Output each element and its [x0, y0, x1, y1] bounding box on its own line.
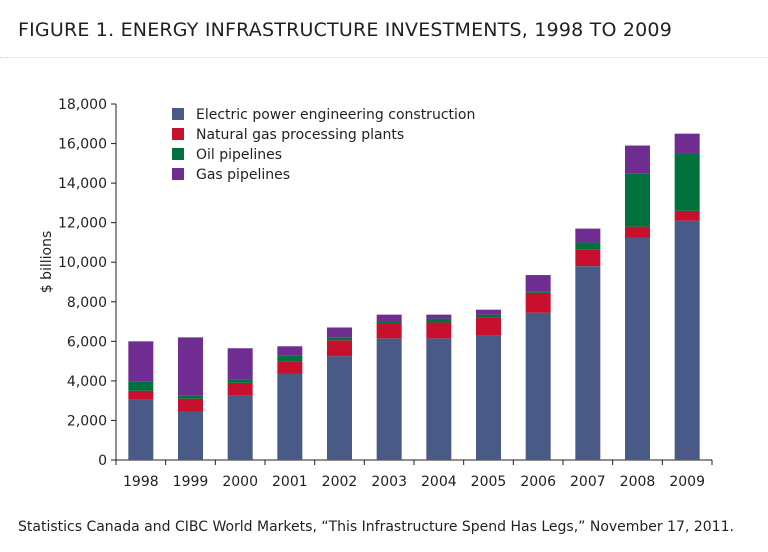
bar-segment: [625, 173, 650, 227]
x-tick-label: 2000: [222, 474, 258, 490]
source-note: Statistics Canada and CIBC World Markets…: [18, 519, 734, 535]
x-tick-label: 2002: [322, 474, 358, 490]
bar-segment: [476, 309, 501, 315]
bar-segment: [525, 291, 551, 293]
legend-label: Electric power engineering construction: [196, 107, 475, 123]
x-tick-label: 1998: [123, 474, 159, 490]
bar-segment: [327, 327, 352, 338]
bar-segment: [178, 395, 203, 399]
bar-segment: [674, 133, 700, 154]
y-tick-label: 12,000: [58, 216, 107, 232]
bar-segment: [525, 312, 551, 460]
legend-swatch: [172, 168, 184, 180]
bar-segment: [625, 145, 650, 174]
legend-label: Gas pipelines: [196, 167, 290, 183]
bar-segment: [674, 210, 700, 221]
bar-segment: [277, 355, 303, 362]
y-tick-label: 10,000: [58, 255, 107, 271]
legend-label: Natural gas processing plants: [196, 127, 404, 143]
bar-segment: [674, 220, 700, 460]
bar-segment: [128, 341, 154, 382]
bar-segment: [277, 346, 303, 356]
x-tick-label: 2003: [371, 474, 407, 490]
y-tick-label: 14,000: [58, 176, 107, 192]
bar-segment: [376, 321, 402, 324]
bar-segment: [227, 379, 253, 383]
bar-segment: [426, 322, 452, 339]
bar-segment: [575, 228, 601, 243]
bar-segment: [476, 335, 501, 460]
y-tick-label: 2,000: [67, 413, 107, 429]
x-tick-label: 2009: [669, 474, 705, 490]
legend-label: Oil pipelines: [196, 147, 282, 163]
bar-segment: [376, 323, 402, 339]
bar-segment: [327, 356, 352, 460]
bar-segment: [227, 382, 253, 396]
bar-segment: [625, 226, 650, 238]
y-axis-label: $ billions: [39, 231, 55, 294]
bar-segment: [426, 314, 452, 319]
bar-segment: [128, 399, 154, 460]
bar-segment: [327, 340, 352, 357]
x-tick-label: 2006: [520, 474, 556, 490]
x-tick-label: 2004: [421, 474, 457, 490]
legend-swatch: [172, 108, 184, 120]
bar-segment: [277, 361, 303, 374]
legend-swatch: [172, 148, 184, 160]
legend-swatch: [172, 128, 184, 140]
bar-segment: [426, 318, 452, 323]
bar-segment: [277, 373, 303, 460]
bar-segment: [178, 398, 203, 412]
bar-segment: [128, 381, 154, 391]
figure-title: FIGURE 1. ENERGY INFRASTRUCTURE INVESTME…: [18, 19, 672, 41]
bar-segment: [674, 153, 700, 211]
y-tick-label: 8,000: [67, 295, 107, 311]
bar-segment: [476, 314, 501, 318]
bar-segment: [227, 348, 253, 380]
x-tick-label: 2005: [471, 474, 507, 490]
bar-segment: [227, 395, 253, 460]
bar-segment: [376, 338, 402, 460]
bar-segment: [178, 337, 203, 396]
x-tick-label: 2001: [272, 474, 308, 490]
bar-segment: [575, 266, 601, 460]
x-tick-label: 2007: [570, 474, 606, 490]
bar-segment: [525, 275, 551, 292]
bar-segment: [575, 242, 601, 250]
bar-segment: [476, 317, 501, 336]
bar-segment: [575, 249, 601, 267]
bar-segment: [426, 338, 452, 460]
y-tick-label: 6,000: [67, 334, 107, 350]
y-tick-label: 0: [98, 453, 107, 469]
y-tick-label: 16,000: [58, 137, 107, 153]
y-tick-label: 4,000: [67, 374, 107, 390]
y-tick-label: 18,000: [58, 97, 107, 113]
title-divider: [0, 57, 768, 58]
bar-segment: [376, 314, 402, 322]
bar-segment: [625, 237, 650, 460]
bar-segment: [178, 411, 203, 460]
x-tick-label: 1999: [173, 474, 209, 490]
bar-segment: [128, 390, 154, 400]
x-tick-label: 2008: [620, 474, 656, 490]
bar-segment: [525, 292, 551, 313]
bar-segment: [327, 337, 352, 341]
